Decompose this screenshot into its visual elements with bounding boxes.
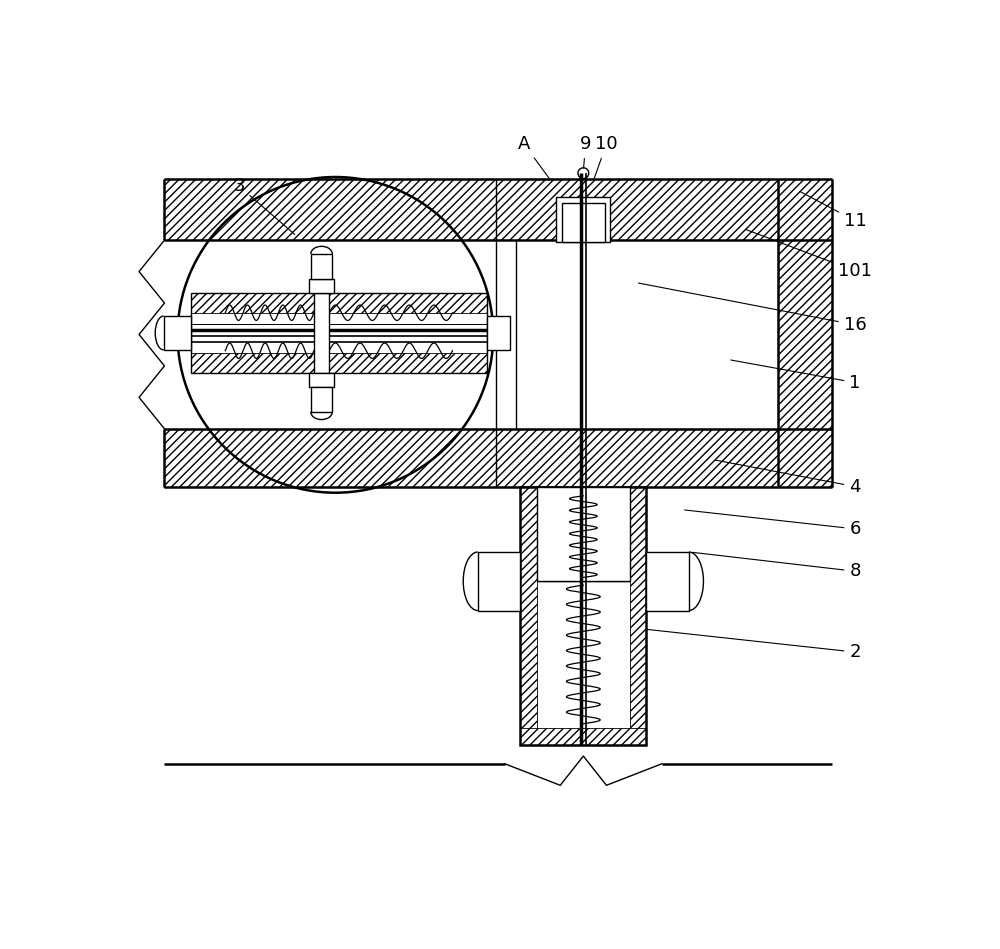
- Bar: [520, 728, 646, 745]
- Bar: [311, 387, 332, 412]
- Bar: [646, 552, 689, 610]
- Bar: [630, 487, 646, 745]
- Bar: [309, 373, 334, 387]
- Text: 11: 11: [800, 192, 867, 230]
- Bar: [191, 292, 487, 313]
- Text: 4: 4: [715, 460, 861, 495]
- Text: 2: 2: [646, 629, 861, 661]
- Bar: [778, 178, 832, 487]
- Text: 16: 16: [638, 283, 867, 334]
- Text: 3: 3: [233, 177, 295, 234]
- Bar: [478, 552, 520, 610]
- Bar: [314, 292, 329, 373]
- Bar: [191, 353, 487, 373]
- Bar: [164, 178, 832, 240]
- Bar: [309, 279, 334, 292]
- Bar: [537, 487, 630, 582]
- Text: 101: 101: [746, 230, 872, 280]
- Bar: [562, 203, 605, 242]
- Bar: [191, 292, 487, 373]
- Text: 8: 8: [692, 552, 861, 580]
- Text: 9: 9: [580, 135, 591, 168]
- Text: 10: 10: [594, 135, 618, 178]
- Bar: [520, 487, 646, 745]
- Bar: [164, 429, 832, 487]
- Bar: [556, 197, 610, 242]
- Bar: [487, 316, 510, 350]
- Text: 1: 1: [731, 360, 861, 392]
- Text: 6: 6: [685, 510, 861, 538]
- Bar: [311, 254, 332, 279]
- Bar: [520, 487, 537, 745]
- Text: A: A: [518, 135, 549, 178]
- Bar: [164, 316, 191, 350]
